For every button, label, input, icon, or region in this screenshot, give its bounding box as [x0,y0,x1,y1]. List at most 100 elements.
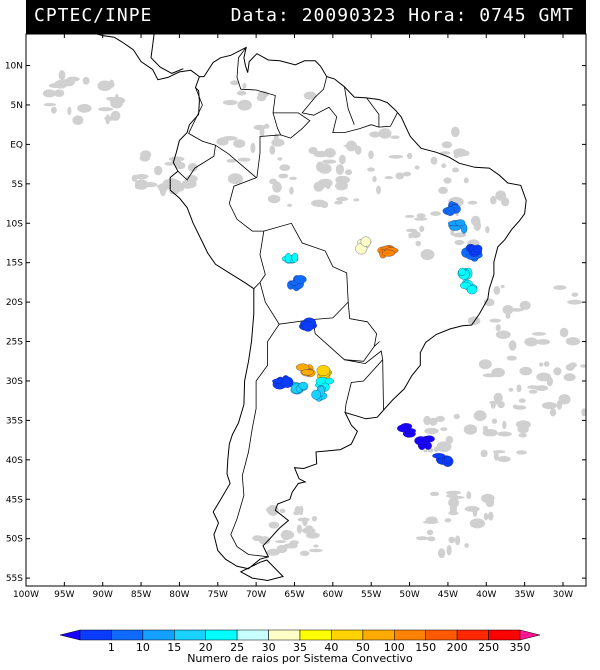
cloud-patch [493,286,501,295]
country-borders [177,47,398,558]
lon-tick-label: 65W [284,590,304,600]
cloud-patch [169,188,180,195]
cloud-patch [414,217,428,221]
cloud-patch [495,324,501,332]
colorbar-tick-label: 250 [478,641,499,652]
cloud-patch [296,524,302,534]
lon-tick-label: 35W [514,590,534,600]
lat-tick-label: 40S [6,456,23,466]
convective-cell [432,453,454,467]
cloud-patch [344,169,353,176]
cloud-patch [287,203,293,207]
cloud-patch [426,529,434,536]
cloud-patch [452,232,467,238]
cloud-patch [236,90,247,96]
cloud-patch [445,494,458,498]
cloud-patch [480,449,488,458]
cloud-patch [369,131,381,138]
cloud-patch [339,154,346,165]
cloud-patch [483,512,489,521]
cloud-patch [407,152,413,159]
cloud-patch [436,441,452,453]
colorbar-tick-label: 50 [356,641,370,652]
cloud-patch [311,199,327,207]
cloud-patch [67,106,72,116]
cloud-patch [58,70,66,81]
cloud-patch [536,339,551,345]
cloud-patch [423,449,428,453]
cloud-patch [493,392,503,403]
time-value: 0745 [479,5,527,26]
cloud-patch [61,78,75,87]
header-bar: CPTEC/INPE Data: 20090323 Hora: 0745 GMT [26,0,586,34]
cloud-patch [336,196,349,202]
colorbar-segment [394,629,426,641]
cloud-patch [281,529,291,541]
cloud-patch [487,511,494,521]
colorbar-tick-label: 150 [415,641,436,652]
cloud-patch [82,76,90,85]
colorbar-segment [299,629,332,641]
cloud-patch [491,367,506,378]
lat-tick-label: 55S [6,574,23,584]
cloud-patch [279,508,286,514]
cloud-patch [299,505,304,516]
cloud-patch [444,518,452,523]
legend-caption: Numero de raios por Sistema Convectivo [187,652,413,665]
cloud-patch [106,96,115,101]
cloud-patch [48,83,62,88]
cloud-patch [497,456,511,463]
cloud-patch [306,532,320,539]
cloud-patch [384,176,394,180]
cloud-patch [367,167,375,172]
cloud-patch [461,150,470,157]
cloud-patch [419,225,425,233]
lon-tick-label: 85W [131,590,151,600]
cloud-patch [502,420,507,430]
cloud-patch [463,177,469,184]
lon-tick-label: 75W [208,590,228,600]
cloud-patch [390,135,400,139]
cloud-patch [470,215,481,226]
cloud-patch [335,164,344,175]
border-line [236,47,282,178]
cloud-patch [519,300,531,310]
lon-tick-label: 80W [169,590,189,600]
cloud-patch [581,408,586,417]
cloud-patch [489,318,501,323]
cloud-patch [353,198,360,202]
lon-tick-label: 55W [361,590,381,600]
cloud-patch [532,332,546,336]
cloud-patch [275,540,287,544]
cloud-patch [303,91,317,100]
lat-tick-label: 30S [6,377,23,387]
cloud-patch [571,292,579,297]
lat-tick-label: 15S [6,259,23,269]
cloud-patch [175,162,186,170]
cloud-patch [536,372,552,382]
cloud-patch [464,543,469,548]
lat-tick-label: 25S [6,338,23,348]
cloud-patch [416,213,426,219]
lat-tick-label: 35S [6,416,23,426]
cloud-patch [427,536,436,542]
cloud-patch [77,103,92,113]
cloud-patch [440,427,448,431]
cloud-patch [448,497,459,508]
cloud-patch [516,384,522,393]
cloud-patch [559,327,569,338]
cloud-patch [237,99,252,111]
cloud-patch [57,90,63,95]
colorbar-tick-label: 40 [324,641,338,652]
cloud-patch [402,171,412,177]
lon-tick-label: 90W [93,590,113,600]
cloud-patch [558,394,571,405]
colorbar-segment [79,629,112,641]
border-line [382,359,384,411]
color-legend: 1 10 15 20 25 30 35 40 50 100 150 200 250 350 [59,629,541,652]
cloud-patch [368,150,374,160]
colorbar-segment [236,629,269,641]
colorbar-low-arrow [59,629,81,641]
cloud-patch [230,80,240,86]
cloud-patch [541,402,557,410]
